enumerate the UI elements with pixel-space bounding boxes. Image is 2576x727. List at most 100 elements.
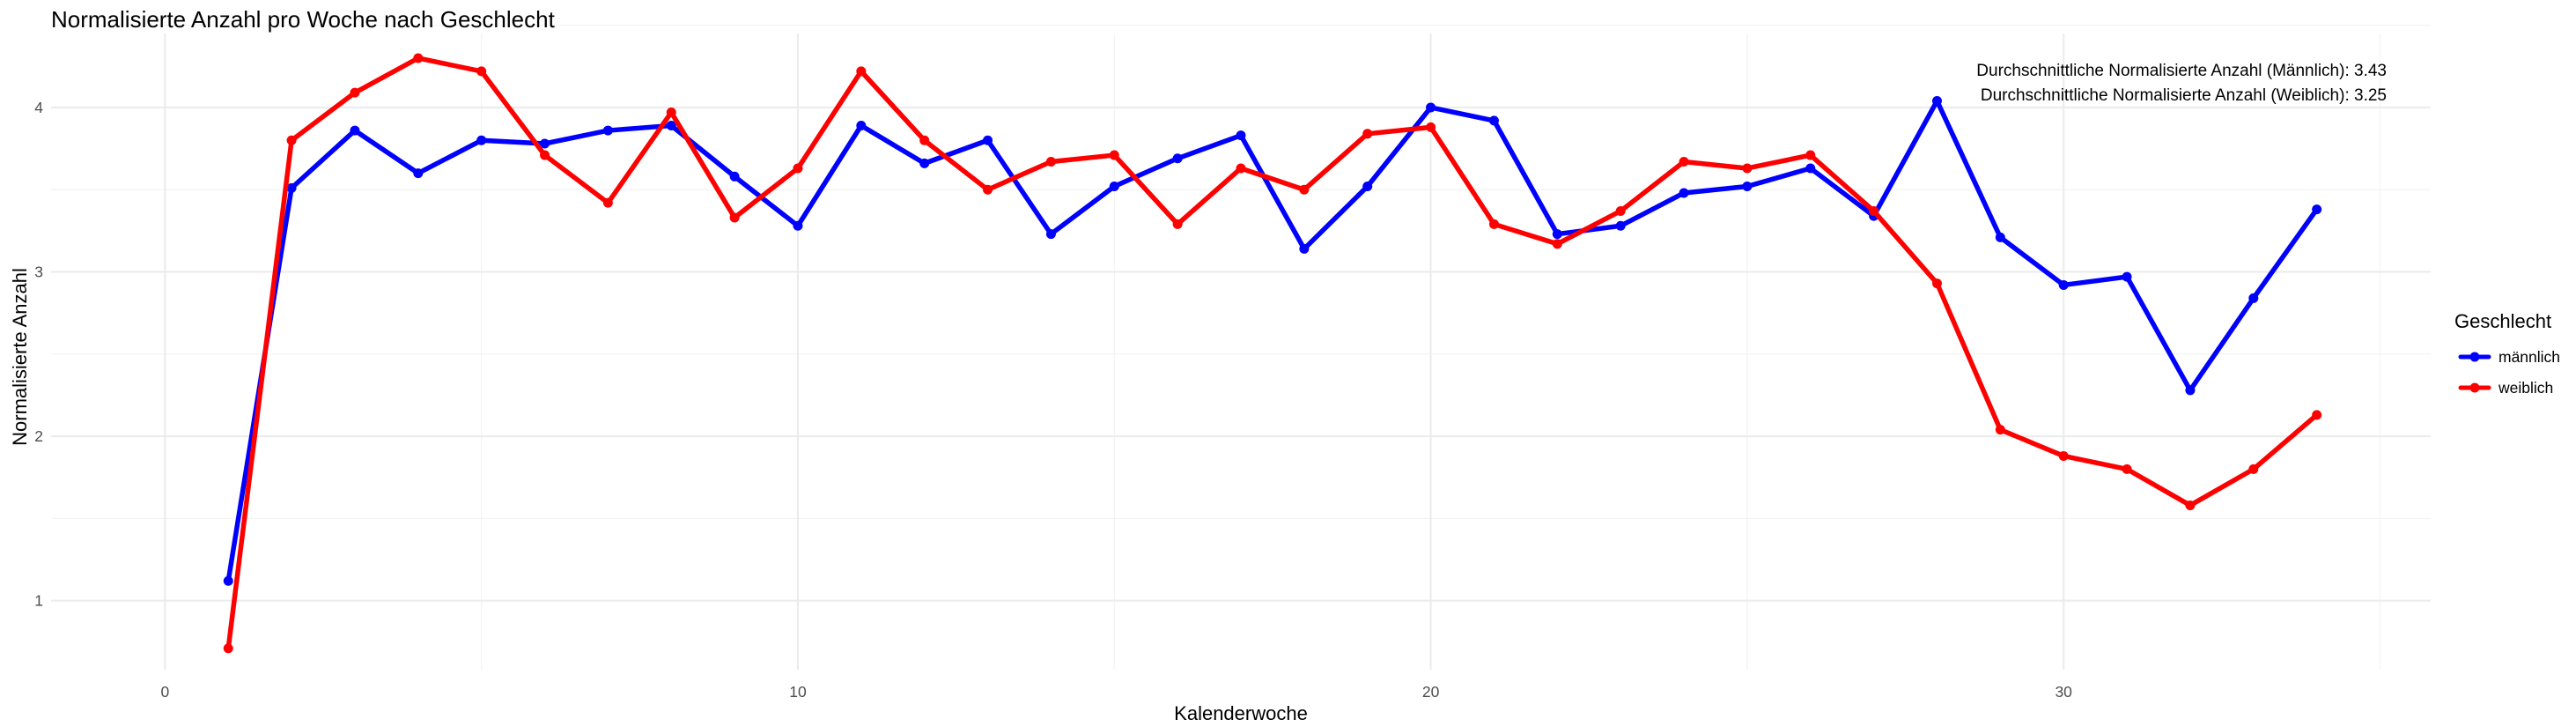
- data-point-maennlich: [2248, 293, 2259, 303]
- y-axis-ticks: 1 2 3 4: [34, 99, 43, 610]
- legend-label-maennlich: männlich: [2498, 348, 2560, 366]
- data-point-weiblich: [2058, 450, 2069, 461]
- data-point-weiblich: [1805, 150, 1816, 160]
- average-annotations: Durchschnittliche Normalisierte Anzahl (…: [1976, 62, 2387, 105]
- data-point-maennlich: [1426, 102, 1436, 113]
- data-point-maennlich: [1299, 243, 1310, 254]
- data-point-maennlich: [1931, 95, 1942, 106]
- data-point-maennlich: [1805, 163, 1816, 174]
- series-line-maennlich: [225, 98, 2320, 584]
- y-tick-label: 4: [34, 99, 43, 116]
- series-layer: [223, 53, 2322, 654]
- data-point-maennlich: [540, 138, 550, 149]
- data-point-weiblich: [602, 197, 613, 208]
- data-point-maennlich: [1742, 182, 1753, 191]
- x-axis-label: Kalenderwoche: [1174, 702, 1308, 724]
- x-tick-label: 20: [1422, 683, 1440, 701]
- data-point-weiblich: [856, 66, 867, 77]
- data-point-maennlich: [350, 125, 360, 136]
- legend-point-maennlich: [2469, 352, 2480, 362]
- data-point-maennlich: [1995, 232, 2005, 242]
- annotation-male-average: Durchschnittliche Normalisierte Anzahl (…: [1976, 62, 2387, 80]
- y-axis-label: Normalisierte Anzahl: [9, 268, 31, 446]
- data-point-weiblich: [2185, 500, 2196, 510]
- data-point-maennlich: [1236, 130, 1246, 141]
- data-point-maennlich: [729, 171, 740, 182]
- data-point-weiblich: [1172, 219, 1183, 229]
- legend-entry-weiblich: weiblich: [2458, 379, 2553, 397]
- x-tick-label: 10: [789, 683, 807, 701]
- data-point-weiblich: [1679, 157, 1689, 167]
- x-tick-label: 30: [2055, 683, 2072, 701]
- data-point-weiblich: [983, 184, 993, 195]
- series-weiblich: [223, 53, 2322, 654]
- data-point-maennlich: [666, 120, 676, 130]
- y-tick-label: 1: [34, 592, 43, 610]
- data-point-maennlich: [1045, 229, 1056, 240]
- data-point-maennlich: [1552, 229, 1562, 240]
- data-point-maennlich: [1172, 153, 1183, 164]
- data-point-maennlich: [919, 158, 930, 168]
- x-axis-ticks: 0 10 20 30: [160, 683, 2072, 701]
- data-point-maennlich: [413, 168, 424, 179]
- data-point-maennlich: [2122, 271, 2132, 282]
- data-point-maennlich: [223, 575, 233, 586]
- data-point-maennlich: [2312, 204, 2322, 215]
- y-tick-label: 3: [34, 263, 43, 281]
- data-point-weiblich: [1045, 157, 1056, 167]
- data-point-weiblich: [1742, 163, 1753, 174]
- data-point-weiblich: [2312, 410, 2322, 420]
- data-point-maennlich: [983, 135, 993, 145]
- data-point-maennlich: [1615, 220, 1626, 231]
- y-tick-label: 2: [34, 427, 43, 445]
- data-point-weiblich: [1109, 150, 1119, 160]
- data-point-weiblich: [1362, 129, 1373, 139]
- data-point-maennlich: [286, 182, 297, 193]
- data-point-weiblich: [1995, 425, 2005, 435]
- data-point-maennlich: [2185, 385, 2196, 396]
- data-point-weiblich: [1426, 122, 1436, 132]
- data-point-weiblich: [1236, 163, 1246, 174]
- data-point-maennlich: [856, 120, 867, 130]
- chart-title: Normalisierte Anzahl pro Woche nach Gesc…: [51, 6, 556, 33]
- data-point-maennlich: [602, 125, 613, 136]
- data-point-weiblich: [1931, 278, 1942, 289]
- data-point-weiblich: [223, 643, 233, 654]
- annotation-female-average: Durchschnittliche Normalisierte Anzahl (…: [1981, 86, 2387, 105]
- series-line-weiblich: [225, 56, 2320, 651]
- legend: Geschlecht männlich weiblich: [2454, 310, 2560, 397]
- data-point-maennlich: [1488, 115, 1499, 126]
- data-point-maennlich: [793, 220, 803, 231]
- data-point-maennlich: [476, 135, 487, 145]
- x-tick-label: 0: [160, 683, 169, 701]
- data-point-weiblich: [2122, 464, 2132, 474]
- data-point-maennlich: [1362, 182, 1373, 191]
- data-point-weiblich: [413, 53, 424, 63]
- data-point-weiblich: [476, 66, 487, 77]
- data-point-weiblich: [1615, 205, 1626, 216]
- data-point-maennlich: [1679, 188, 1689, 198]
- data-point-maennlich: [2058, 279, 2069, 290]
- data-point-weiblich: [1869, 205, 1879, 216]
- data-point-weiblich: [729, 212, 740, 223]
- data-point-maennlich: [1109, 182, 1119, 191]
- data-point-weiblich: [2248, 464, 2259, 474]
- series-maennlich: [223, 95, 2322, 586]
- minor-grid: [51, 25, 2431, 670]
- data-point-weiblich: [350, 87, 360, 98]
- data-point-weiblich: [1299, 184, 1310, 195]
- data-point-weiblich: [1552, 239, 1562, 249]
- legend-entry-maennlich: männlich: [2458, 348, 2560, 366]
- data-point-weiblich: [793, 163, 803, 174]
- data-point-weiblich: [919, 135, 930, 145]
- legend-point-weiblich: [2469, 382, 2480, 393]
- data-point-weiblich: [1488, 219, 1499, 229]
- legend-title: Geschlecht: [2454, 310, 2551, 332]
- data-point-weiblich: [540, 150, 550, 160]
- data-point-weiblich: [286, 135, 297, 145]
- legend-label-weiblich: weiblich: [2498, 379, 2553, 397]
- data-point-weiblich: [666, 108, 676, 118]
- major-grid: [51, 33, 2431, 670]
